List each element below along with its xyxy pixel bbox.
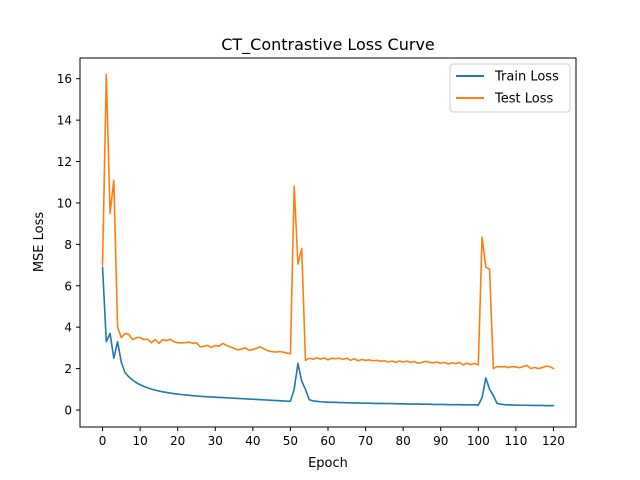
y-tick-label: 0 <box>64 404 72 418</box>
x-tick-label: 20 <box>170 434 185 448</box>
legend-train-loss-label: Train Loss <box>494 70 559 85</box>
y-tick-label: 14 <box>57 114 72 128</box>
x-tick-label: 90 <box>433 434 448 448</box>
x-tick-label: 30 <box>208 434 223 448</box>
x-axis-ticks: 0 10 20 30 40 50 60 70 80 90 100 110 120 <box>99 427 565 448</box>
x-tick-label: 120 <box>542 434 565 448</box>
plot-area <box>101 73 555 407</box>
x-tick-label: 50 <box>283 434 298 448</box>
x-axis-label: Epoch <box>308 456 348 471</box>
x-tick-label: 70 <box>358 434 373 448</box>
y-tick-label: 16 <box>57 72 72 86</box>
y-axis-label: MSE Loss <box>32 212 47 273</box>
y-tick-label: 10 <box>57 196 72 210</box>
chart-title: CT_Contrastive Loss Curve <box>221 35 435 55</box>
y-tick-label: 6 <box>64 279 72 293</box>
x-tick-label: 0 <box>99 434 107 448</box>
plot-frame <box>79 57 577 428</box>
y-tick-label: 4 <box>64 321 72 335</box>
y-axis-ticks: 0 2 4 6 8 10 12 14 16 <box>57 72 80 418</box>
x-tick-label: 60 <box>320 434 335 448</box>
y-tick-label: 12 <box>57 155 72 169</box>
x-tick-label: 10 <box>132 434 147 448</box>
legend-test-loss-label: Test Loss <box>494 92 553 107</box>
x-tick-label: 110 <box>504 434 527 448</box>
x-tick-label: 40 <box>245 434 260 448</box>
y-tick-label: 8 <box>64 238 72 252</box>
legend: Train Loss Test Loss <box>449 63 571 113</box>
train-loss-series-line <box>101 266 555 407</box>
x-tick-label: 100 <box>467 434 490 448</box>
x-tick-label: 80 <box>396 434 411 448</box>
test-loss-series-line <box>101 73 555 370</box>
y-tick-label: 2 <box>64 362 72 376</box>
